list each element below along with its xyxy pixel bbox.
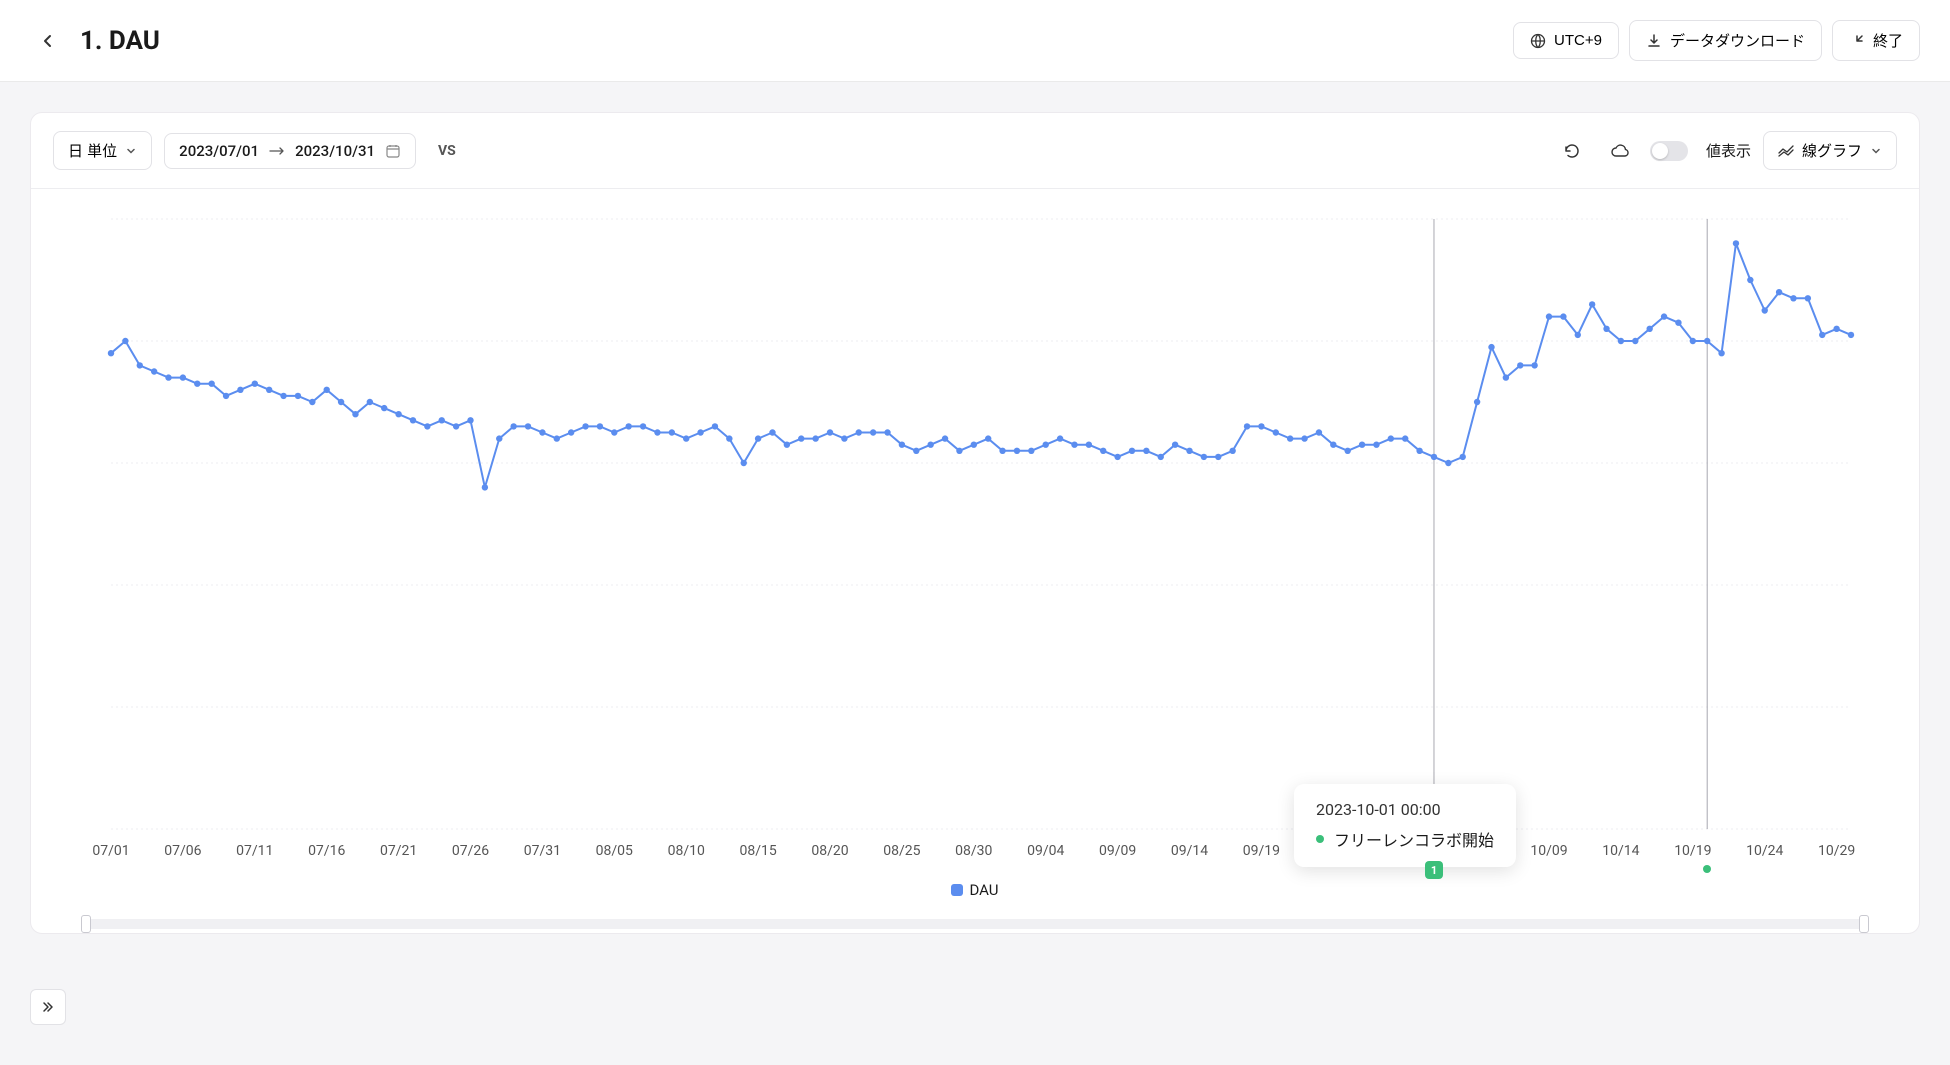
download-label: データダウンロード: [1670, 30, 1805, 51]
svg-text:09/14: 09/14: [1171, 843, 1208, 859]
slider-handle-right[interactable]: [1859, 915, 1869, 933]
collapse-icon: [1849, 33, 1865, 49]
exit-button[interactable]: 終了: [1832, 20, 1920, 61]
exit-label: 終了: [1873, 30, 1903, 51]
cloud-icon: [1610, 143, 1630, 159]
svg-text:08/30: 08/30: [955, 843, 992, 859]
timezone-label: UTC+9: [1554, 32, 1602, 49]
svg-text:10/14: 10/14: [1602, 843, 1639, 859]
chart-legend: DAU: [51, 869, 1899, 905]
svg-text:08/10: 08/10: [668, 843, 705, 859]
cloud-button[interactable]: [1602, 133, 1638, 169]
svg-text:09/04: 09/04: [1027, 843, 1064, 859]
tooltip-label: フリーレンコラボ開始: [1334, 827, 1494, 851]
date-end: 2023/10/31: [295, 142, 375, 160]
chart-type-label: 線グラフ: [1802, 140, 1862, 161]
date-range-picker[interactable]: 2023/07/01 2023/10/31: [164, 133, 416, 169]
calendar-icon: [385, 143, 401, 159]
legend-label: DAU: [969, 881, 998, 899]
chart-panel: 日 単位 2023/07/01 2023/10/31 VS 値表示 線グラフ 0…: [30, 112, 1920, 934]
svg-text:09/19: 09/19: [1243, 843, 1280, 859]
svg-text:07/26: 07/26: [452, 843, 489, 859]
chart-area: 07/01 07/06 07/11 07/16 07/21 07/26 07/31 08/05…: [31, 189, 1919, 933]
svg-text:07/21: 07/21: [380, 843, 417, 859]
svg-text:10/09: 10/09: [1530, 843, 1567, 859]
chevron-left-icon: [40, 33, 56, 49]
svg-text:07/06: 07/06: [164, 843, 201, 859]
globe-icon: [1530, 33, 1546, 49]
svg-text:10/29: 10/29: [1818, 843, 1855, 859]
line-chart[interactable]: 07/01 07/06 07/11 07/16 07/21 07/26 07/31 08/05…: [51, 209, 1911, 869]
chart-tooltip: 2023-10-01 00:00 フリーレンコラボ開始: [1294, 784, 1516, 867]
svg-text:08/15: 08/15: [739, 843, 776, 859]
granularity-select[interactable]: 日 単位: [53, 131, 152, 170]
refresh-button[interactable]: [1554, 133, 1590, 169]
svg-text:07/01: 07/01: [92, 843, 129, 859]
arrow-right-icon: [269, 146, 285, 156]
download-button[interactable]: データダウンロード: [1629, 20, 1822, 61]
chart-type-select[interactable]: 線グラフ: [1763, 131, 1897, 170]
line-chart-icon: [1778, 145, 1794, 157]
svg-text:07/16: 07/16: [308, 843, 345, 859]
svg-text:08/05: 08/05: [596, 843, 633, 859]
value-display-toggle[interactable]: [1650, 141, 1688, 161]
expand-sidebar-button[interactable]: [30, 989, 66, 1025]
slider-handle-left[interactable]: [81, 915, 91, 933]
svg-text:08/25: 08/25: [883, 843, 920, 859]
compare-button[interactable]: VS: [428, 135, 466, 167]
date-start: 2023/07/01: [179, 142, 259, 160]
refresh-icon: [1563, 142, 1581, 160]
legend-swatch-icon: [951, 884, 963, 896]
svg-text:07/11: 07/11: [236, 843, 273, 859]
svg-text:09/09: 09/09: [1099, 843, 1136, 859]
chevron-double-right-icon: [40, 999, 56, 1015]
tooltip-row: フリーレンコラボ開始: [1316, 827, 1494, 851]
page-title: 1. DAU: [80, 26, 160, 56]
back-button[interactable]: [30, 23, 66, 59]
chevron-down-icon: [125, 145, 137, 157]
download-icon: [1646, 33, 1662, 49]
svg-text:07/31: 07/31: [524, 843, 561, 859]
svg-text:10/19: 10/19: [1674, 843, 1711, 859]
granularity-label: 日 単位: [68, 140, 117, 161]
value-display-label: 値表示: [1706, 140, 1751, 161]
svg-text:08/20: 08/20: [811, 843, 848, 859]
time-range-slider[interactable]: [81, 915, 1869, 933]
tooltip-date: 2023-10-01 00:00: [1316, 800, 1494, 819]
chevron-down-icon: [1870, 145, 1882, 157]
annotation-badge[interactable]: 1: [1425, 861, 1443, 879]
svg-text:10/24: 10/24: [1746, 843, 1783, 859]
timezone-button[interactable]: UTC+9: [1513, 22, 1619, 59]
tooltip-dot-icon: [1316, 835, 1324, 843]
